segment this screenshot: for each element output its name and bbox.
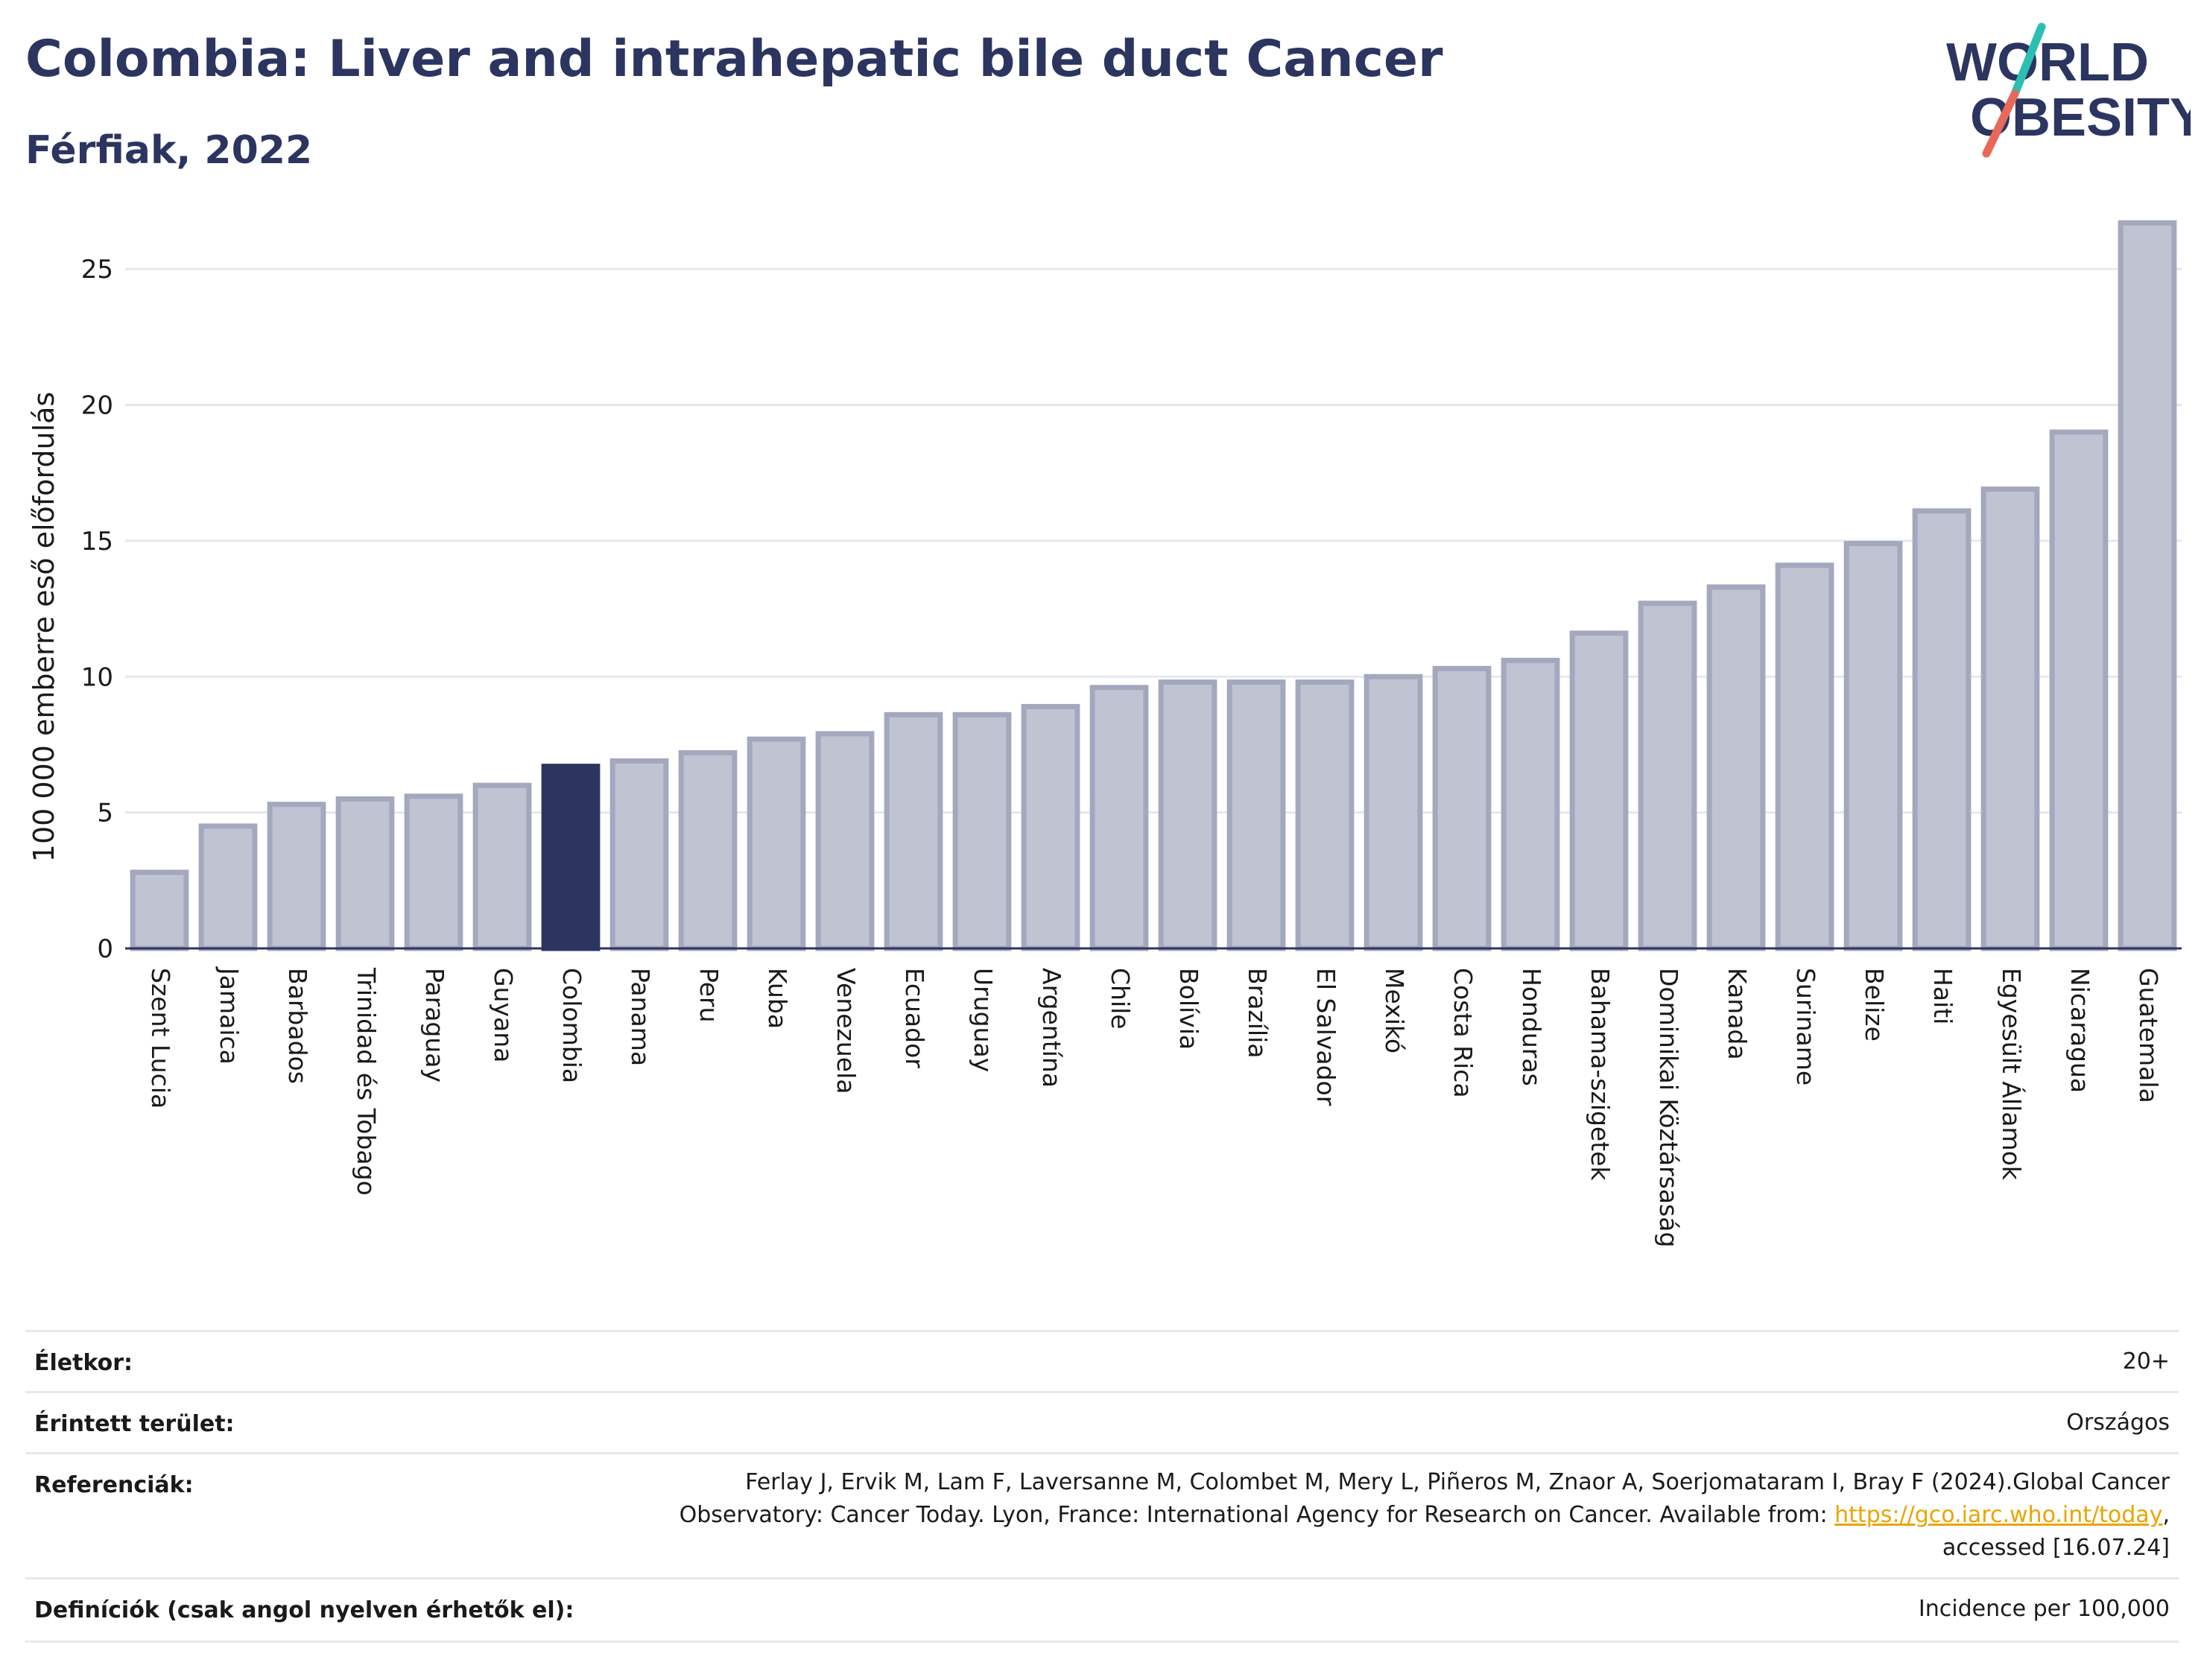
bar-egyesült-államok — [1980, 486, 2040, 951]
x-tick-label: Guatemala — [2134, 968, 2163, 1103]
meta-ref-line3: accessed [16.07.24] — [1942, 1535, 2170, 1561]
x-tick-label: Kuba — [763, 968, 792, 1029]
bar-dominikai-köztársaság — [1638, 600, 1697, 951]
metadata-table: Életkor: 20+ Érintett terület: Országos … — [25, 1330, 2179, 1643]
x-tick-label: Szent Lucia — [146, 968, 175, 1109]
bar-argentína — [1021, 703, 1080, 951]
chart-title: Colombia: Liver and intrahepatic bile du… — [25, 30, 1443, 89]
x-tick-label: Kanada — [1723, 968, 1752, 1060]
logo-slash-top — [2010, 22, 2046, 98]
bars — [130, 220, 2177, 951]
bar-chile — [1089, 685, 1149, 951]
x-tick-label: Guyana — [489, 968, 518, 1062]
meta-ref-label: Referenciák: — [34, 1472, 194, 1498]
x-tick-label: Jamaica — [215, 966, 244, 1065]
world-obesity-logo: WORLD OBESITY — [1946, 22, 2191, 158]
logo-text-world: WORLD — [1946, 33, 2149, 92]
x-tick-label: Suriname — [1791, 968, 1820, 1085]
meta-ref-line2: Observatory: Cancer Today. Lyon, France:… — [680, 1499, 2170, 1532]
x-tick-label: Paraguay — [420, 968, 449, 1083]
x-tick-label: Uruguay — [969, 968, 998, 1072]
x-tick-label: Bahama-szigetek — [1586, 968, 1615, 1181]
bar-peru — [678, 749, 738, 951]
y-tick-label: 0 — [97, 934, 113, 964]
meta-row-definitions: Definíciók (csak angol nyelven érhetők e… — [25, 1577, 2179, 1643]
x-tick-label: El Salvador — [1311, 968, 1340, 1106]
x-tick-label: Nicaragua — [2065, 968, 2094, 1093]
meta-area-value: Országos — [2066, 1410, 2170, 1436]
bar-el-salvador — [1295, 679, 1355, 951]
bar-guyana — [472, 782, 532, 951]
x-tick-label: Brazília — [1243, 968, 1272, 1058]
meta-ref-line1: Ferlay J, Ervik M, Lam F, Laversanne M, … — [745, 1469, 2170, 1495]
gridlines — [125, 267, 2182, 814]
x-tick-label: Peru — [694, 968, 723, 1023]
bar-trinidad-és-tobago — [335, 796, 395, 951]
y-axis-label: 100 000 emberre eső előfordulás — [28, 392, 60, 862]
x-tick-label: Dominikai Köztársaság — [1654, 968, 1683, 1247]
bar-barbados — [267, 802, 326, 951]
x-tick-label: Costa Rica — [1448, 968, 1478, 1098]
x-tick-label: Mexikó — [1380, 968, 1409, 1053]
x-tick-label: Egyesült Államok — [1997, 968, 2027, 1181]
meta-ref-value: Ferlay J, Ervik M, Lam F, Laversanne M, … — [680, 1466, 2170, 1565]
logo-slash-bottom — [1982, 89, 2019, 158]
y-tick-label: 10 — [81, 662, 113, 692]
chart-subtitle: Férfiak, 2022 — [25, 128, 313, 173]
bar-brazília — [1226, 679, 1286, 951]
x-tick-label: Belize — [1860, 968, 1889, 1042]
bar-kanada — [1706, 584, 1766, 951]
y-tick-label: 20 — [81, 391, 113, 421]
x-tick-label: Panama — [626, 968, 655, 1066]
y-tick-label: 25 — [81, 255, 113, 285]
bar-kuba — [747, 736, 806, 951]
x-tick-label: Honduras — [1517, 968, 1546, 1086]
y-tick-label: 15 — [81, 527, 113, 557]
bar-paraguay — [404, 793, 463, 951]
bar-nicaragua — [2049, 429, 2109, 951]
bar-venezuela — [815, 731, 875, 951]
bar-costa-rica — [1432, 665, 1492, 951]
x-tick-label: Barbados — [283, 968, 312, 1084]
meta-row-area: Érintett terület: Országos — [25, 1391, 2179, 1454]
bar-honduras — [1501, 657, 1560, 951]
meta-def-label: Definíciók (csak angol nyelven érhetők e… — [34, 1597, 574, 1623]
meta-ref-line2-text: Observatory: Cancer Today. Lyon, France:… — [679, 1502, 1835, 1528]
meta-row-references: Referenciák: Ferlay J, Ervik M, Lam F, L… — [25, 1452, 2179, 1579]
bar-guatemala — [2118, 220, 2177, 951]
x-tick-label: Trinidad és Tobago — [352, 967, 381, 1196]
meta-age-label: Életkor: — [34, 1350, 133, 1376]
bar-ecuador — [884, 711, 943, 951]
bar-bahama-szigetek — [1569, 630, 1629, 951]
meta-area-label: Érintett terület: — [34, 1411, 235, 1437]
x-tick-label: Haiti — [1928, 968, 1957, 1024]
x-tick-label: Bolívia — [1174, 968, 1203, 1050]
x-tick-label: Venezuela — [832, 968, 861, 1094]
bar-panama — [609, 758, 669, 951]
x-tick-label: Ecuador — [900, 968, 929, 1068]
y-tick-label: 5 — [97, 799, 113, 828]
bar-szent-lucia — [130, 869, 189, 951]
bar-belize — [1843, 541, 1903, 951]
bar-uruguay — [952, 711, 1012, 951]
meta-ref-link[interactable]: https://gco.iarc.who.int/today — [1834, 1502, 2163, 1528]
x-axis-labels: Szent Lucia Jamaica Barbados Trinidad és To… — [146, 966, 2163, 1247]
bar-chart: 0 5 10 15 20 25 Szent Lucia Jamaica Barbados Tri… — [28, 220, 2182, 1247]
bar-bolívia — [1158, 679, 1217, 951]
x-tick-label: Chile — [1106, 968, 1135, 1030]
meta-def-value: Incidence per 100,000 — [1918, 1596, 2170, 1622]
bar-colombia — [541, 764, 601, 951]
bar-suriname — [1775, 562, 1834, 951]
x-tick-label: Colombia — [557, 968, 586, 1083]
x-tick-label: Argentína — [1037, 968, 1066, 1088]
bar-haiti — [1912, 508, 1972, 951]
meta-age-value: 20+ — [2122, 1348, 2170, 1375]
y-axis-ticks: 0 5 10 15 20 25 — [81, 255, 113, 964]
meta-ref-line2-post: , — [2162, 1502, 2170, 1528]
meta-row-age: Életkor: 20+ — [25, 1330, 2179, 1393]
bar-mexikó — [1364, 673, 1423, 951]
bar-jamaica — [198, 823, 258, 951]
